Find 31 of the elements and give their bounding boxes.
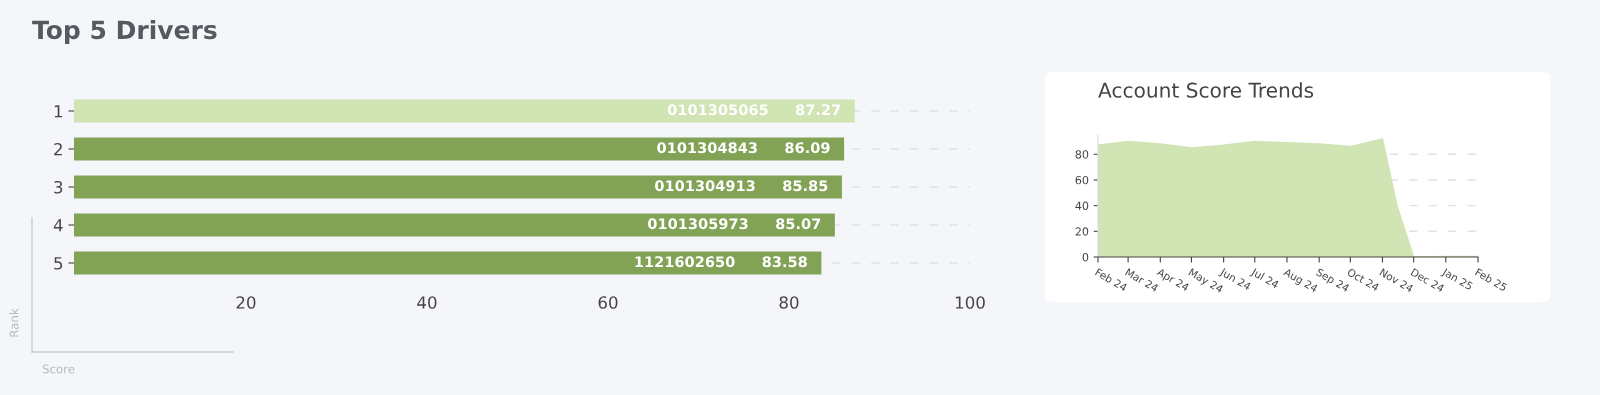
x-tick-label: 20 (236, 296, 256, 309)
annotation: 0101305065 (667, 104, 768, 116)
y-tick-label: 2 (54, 142, 62, 156)
y-tick-label: 1 (54, 105, 63, 118)
y-tick-label: 40 (1075, 201, 1089, 211)
x-tick-label: Feb 25 (1474, 267, 1508, 292)
y-tick-label: 4 (53, 219, 63, 232)
y-tick-label: 80 (1075, 150, 1089, 159)
annotation: 0101305973 (647, 218, 748, 230)
chart-title: Top 5 Drivers (32, 19, 217, 45)
y-axis-title: Rank (9, 308, 19, 337)
x-tick-label: 40 (417, 296, 437, 309)
y-tick-label: 60 (1075, 175, 1089, 185)
annotation: 0101304843 (657, 142, 757, 154)
y-tick-label: 5 (54, 257, 63, 270)
data-label: 87.27 (795, 104, 841, 116)
x-axis-title: Score (42, 364, 75, 374)
x-tick-label: 80 (779, 296, 799, 309)
data-label: 86.09 (785, 142, 830, 154)
y-tick-label: 20 (1075, 227, 1089, 236)
annotation: 1121602650 (635, 256, 735, 268)
data-label: 85.07 (776, 218, 821, 230)
data-label: 85.85 (783, 180, 828, 192)
x-tick-label: 60 (598, 296, 618, 309)
y-tick-label: 3 (54, 180, 63, 194)
x-tick-label: 100 (955, 296, 985, 309)
y-tick-label: 0 (1082, 252, 1089, 262)
annotation: 0101304913 (655, 180, 755, 192)
chart-title: Account Score Trends (1098, 82, 1314, 98)
data-label: 83.58 (762, 256, 807, 268)
x-tick-label: Jul 24 (1249, 267, 1280, 291)
